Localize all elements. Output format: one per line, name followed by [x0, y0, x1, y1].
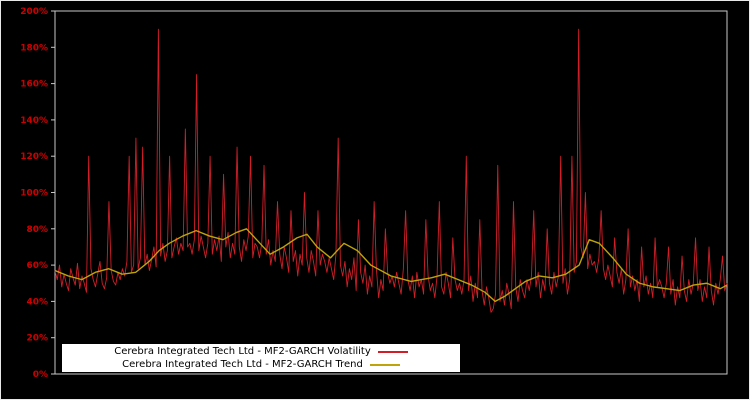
y-tick-label: 80%	[26, 225, 48, 235]
legend-label-volatility: Cerebra Integrated Tech Ltd - MF2-GARCH …	[114, 346, 371, 357]
series-volatility-line	[54, 28, 728, 313]
y-tick-label: 20%	[26, 334, 48, 344]
chart-legend: Cerebra Integrated Tech Ltd - MF2-GARCH …	[62, 344, 460, 372]
legend-item-trend: Cerebra Integrated Tech Ltd - MF2-GARCH …	[62, 358, 460, 371]
y-tick-label: 40%	[26, 297, 48, 307]
plot-frame	[54, 10, 728, 375]
legend-line-volatility-icon	[377, 350, 408, 353]
y-tick-label: 160%	[20, 80, 48, 90]
y-tick-label: 100%	[20, 189, 48, 199]
legend-label-trend: Cerebra Integrated Tech Ltd - MF2-GARCH …	[122, 359, 363, 370]
legend-line-trend-icon	[369, 363, 400, 366]
y-tick-label: 200%	[20, 7, 48, 17]
legend-item-volatility: Cerebra Integrated Tech Ltd - MF2-GARCH …	[62, 345, 460, 358]
series-trend-line	[54, 228, 728, 303]
y-tick-label: 0%	[33, 370, 48, 380]
y-tick-label: 120%	[20, 152, 48, 162]
y-tick-label: 180%	[20, 43, 48, 53]
y-tick-label: 60%	[26, 261, 48, 271]
y-tick-label: 140%	[20, 116, 48, 126]
